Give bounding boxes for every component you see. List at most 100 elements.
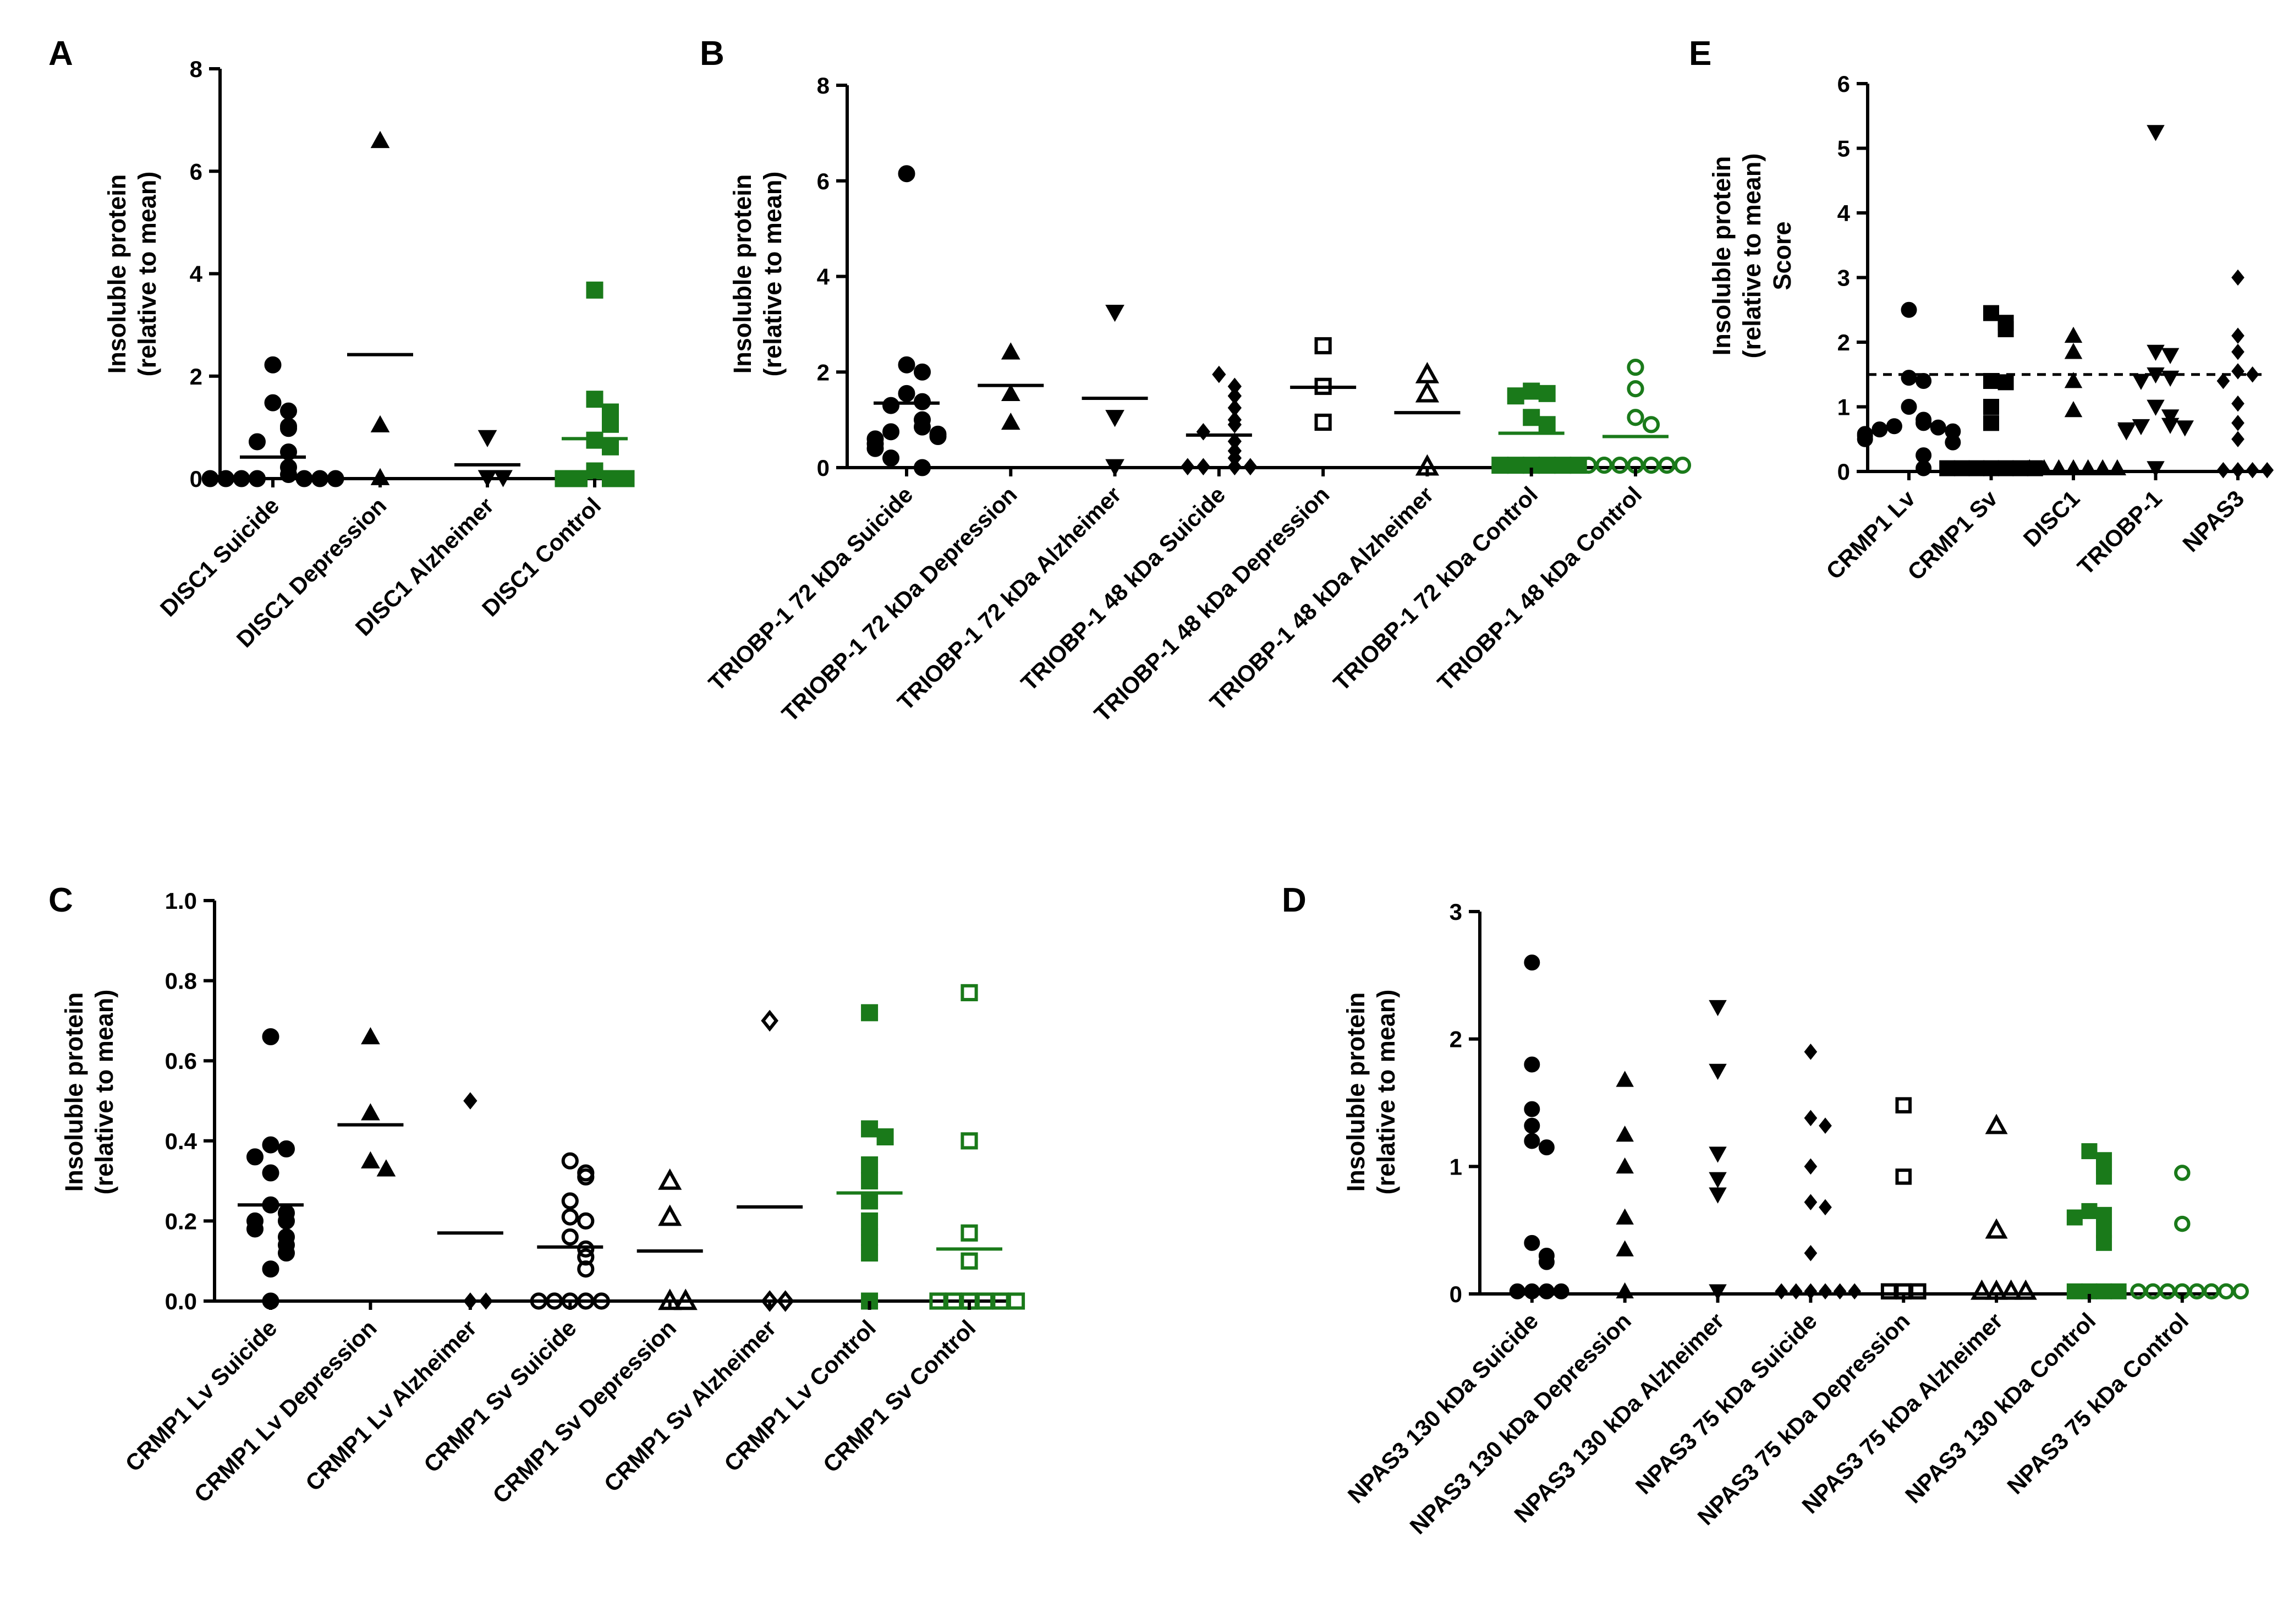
- data-point: [2066, 1283, 2083, 1299]
- data-point: [2064, 372, 2083, 388]
- data-point: [479, 1292, 493, 1310]
- category-label: CRMP1 Lv Depression: [189, 1315, 382, 1507]
- data-point: [2174, 1165, 2191, 1181]
- data-point: [1538, 1283, 1555, 1299]
- category-label: TRIOBP-1 72 kDa Alzheimer: [892, 481, 1126, 715]
- group-disc1: [2020, 326, 2127, 475]
- data-point: [2144, 1283, 2161, 1300]
- data-point: [1901, 399, 1917, 415]
- data-point: [1523, 409, 1540, 426]
- data-point: [2147, 125, 2165, 141]
- group-disc1-depression: [347, 130, 413, 485]
- data-point: [617, 470, 635, 487]
- group-triobp-1-48-kda-depression: [1290, 337, 1357, 431]
- y-tick-label: 8: [817, 73, 830, 98]
- y-tick-label: 1.0: [165, 888, 197, 914]
- data-point: [1554, 457, 1572, 474]
- data-point: [1616, 1125, 1634, 1142]
- data-point: [361, 1027, 380, 1045]
- data-point: [1775, 1283, 1788, 1300]
- category-label: TRIOBP-1 48 kDa Control: [1433, 481, 1647, 696]
- y-tick-label: 6: [190, 158, 202, 184]
- data-point: [861, 1192, 879, 1210]
- data-point: [1709, 1146, 1727, 1163]
- data-point: [2203, 1283, 2220, 1300]
- data-point: [1105, 459, 1124, 476]
- data-point: [2231, 343, 2244, 360]
- panel-d: D 0 1 2 3 Insoluble protein (relative to mean)…: [1282, 881, 2249, 1539]
- data-point: [2064, 326, 2083, 343]
- y-axis-label: Insoluble protein: [728, 174, 756, 374]
- data-point: [370, 130, 390, 149]
- group-npas3-75-kda-depression: [1880, 1097, 1927, 1300]
- y-tick-label: 0: [190, 466, 202, 492]
- category-label: NPAS3 130 kDa Control: [1900, 1308, 2100, 1508]
- data-point: [1181, 458, 1195, 476]
- data-point: [1507, 387, 1524, 405]
- data-point: [1415, 361, 1440, 383]
- data-point: [1970, 1279, 1993, 1300]
- data-point: [1709, 1000, 1727, 1017]
- data-point: [1833, 1283, 1847, 1300]
- data-point: [1789, 1283, 1803, 1300]
- data-point: [602, 438, 619, 456]
- category-label: NPAS3: [2177, 485, 2249, 557]
- category-label: NPAS3 75 kDa Suicide: [1631, 1308, 1822, 1499]
- data-point: [1007, 1292, 1025, 1310]
- panel-label: E: [1689, 35, 1711, 73]
- group-triobp-1-72-kda-suicide: [866, 165, 947, 476]
- data-point: [898, 385, 915, 402]
- data-point: [577, 1292, 595, 1310]
- data-point: [577, 1260, 595, 1278]
- data-point: [1804, 1044, 1818, 1060]
- data-point: [1616, 1240, 1634, 1257]
- data-point: [898, 356, 915, 374]
- data-point: [561, 1228, 579, 1246]
- data-point: [1709, 1063, 1727, 1080]
- data-point: [876, 1128, 894, 1146]
- data-point: [361, 1151, 380, 1168]
- category-label: CRMP1 Lv Alzheimer: [300, 1315, 481, 1496]
- data-point: [1857, 431, 1873, 447]
- data-point: [493, 470, 513, 487]
- data-point: [914, 418, 931, 436]
- data-point: [2161, 348, 2180, 364]
- data-point: [2246, 366, 2259, 383]
- y-tick-label: 2: [190, 364, 202, 389]
- data-point: [1616, 1157, 1634, 1174]
- data-point: [2064, 343, 2083, 359]
- data-point: [586, 391, 603, 408]
- data-point: [280, 466, 297, 484]
- group-crmp1-lv-suicide: [238, 1028, 304, 1310]
- data-point: [530, 1292, 547, 1310]
- data-point: [1524, 954, 1540, 971]
- data-point: [1983, 305, 1999, 321]
- panel-label: A: [48, 35, 73, 73]
- data-point: [2132, 374, 2150, 390]
- data-point: [1945, 434, 1961, 451]
- data-point: [1001, 342, 1020, 360]
- data-point: [2000, 1279, 2023, 1300]
- data-point: [861, 1120, 879, 1138]
- data-point: [1819, 1199, 1832, 1216]
- data-point: [1916, 415, 1932, 431]
- group-triobp-1-48-kda-suicide: [1181, 365, 1258, 476]
- data-point: [1997, 374, 2014, 391]
- data-point: [586, 281, 603, 299]
- panel-b: B 0 2 4 6 8 Insoluble protein (relative to mean…: [700, 35, 1692, 727]
- category-label: CRMP1 Sv Depression: [487, 1315, 681, 1508]
- data-point: [1627, 409, 1644, 426]
- data-point: [1579, 457, 1598, 474]
- data-point: [1997, 460, 2014, 476]
- category-label: NPAS3 75 kDa Alzheimer: [1797, 1308, 2007, 1518]
- data-point: [961, 1132, 978, 1150]
- data-point: [2260, 462, 2274, 479]
- group-crmp1-sv-alzheimer: [737, 1009, 803, 1312]
- data-point: [262, 1136, 279, 1154]
- data-point: [1658, 457, 1676, 474]
- data-point: [1916, 373, 1932, 389]
- data-point: [861, 1156, 879, 1173]
- data-point: [2096, 1168, 2112, 1185]
- data-point: [961, 984, 978, 1002]
- data-point: [463, 1092, 478, 1110]
